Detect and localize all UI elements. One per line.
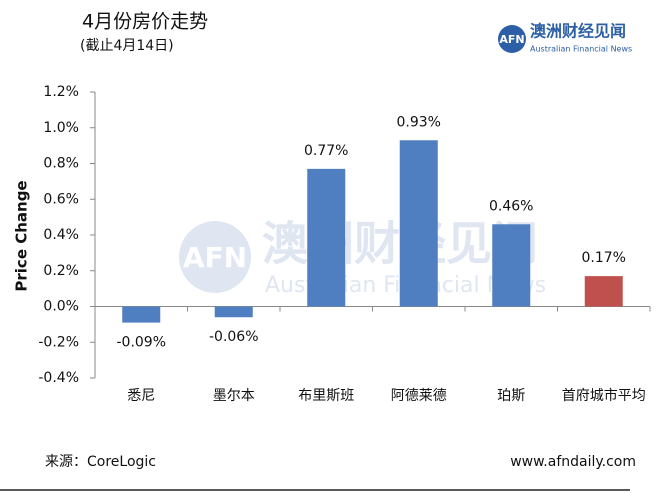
chart-title: 4月份房价走势 [82,11,208,33]
y-tick-label: -0.2% [38,334,79,350]
logo: AFN 澳洲财经见闻 Australian Financial News [498,22,632,54]
y-tick-label: 1.0% [43,120,79,136]
x-tick-label: 墨尔本 [213,388,255,404]
x-tick-label: 悉尼 [127,388,155,404]
y-tick-label: 1.2% [43,84,79,100]
y-axis-label: Price Change [13,180,31,291]
y-tick-label: 0.6% [43,191,79,207]
bar [584,276,623,307]
watermark: AFN 澳洲财经见闻 Australian Financial News [179,217,546,298]
value-label: 0.46% [489,198,533,214]
watermark-mark: AFN [183,241,247,274]
bar [307,168,346,307]
bar [122,306,161,323]
x-tick-label: 首府城市平均 [562,387,646,404]
value-label: 0.77% [304,143,348,159]
chart-subtitle: (截止4月14日) [80,38,174,54]
value-label: -0.06% [209,329,259,345]
y-tick-label: 0.4% [43,227,79,243]
x-tick-label: 布里斯班 [298,388,354,404]
logo-circle [498,25,526,53]
bar [492,224,531,307]
value-label: -0.09% [116,335,166,351]
y-tick-label: -0.4% [38,370,79,386]
bar [399,140,438,307]
y-tick-label: 0.0% [43,299,79,315]
value-label: 0.93% [397,114,441,130]
x-tick-label: 阿德莱德 [391,388,447,404]
x-tick-label: 珀斯 [497,388,525,404]
logo-mark: AFN [499,33,524,46]
value-label: 0.17% [582,250,626,266]
logo-english: Australian Financial News [530,45,632,54]
website: www.afndaily.com [510,454,636,470]
bar [214,306,253,318]
source: 来源：CoreLogic [45,454,156,470]
logo-name: 澳洲财经见闻 [530,22,626,41]
y-tick-label: 0.8% [43,156,79,172]
watermark-circle [179,221,251,293]
y-tick-label: 0.2% [43,263,79,279]
